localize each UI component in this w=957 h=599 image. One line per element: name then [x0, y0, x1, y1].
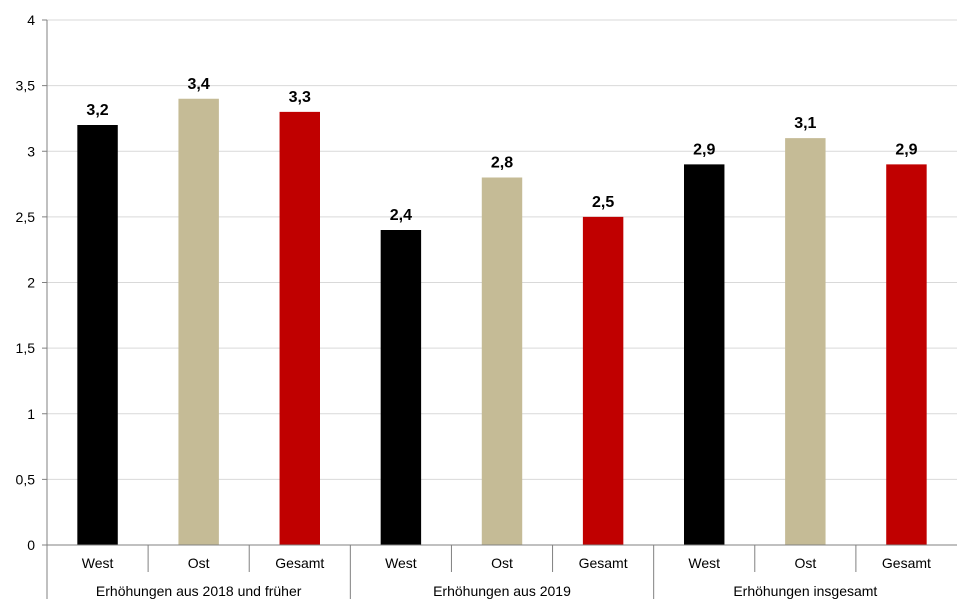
bar-gesamt — [279, 111, 320, 545]
group-label: Erhöhungen aus 2019 — [433, 583, 571, 599]
y-tick-label: 0,5 — [16, 471, 36, 487]
y-tick-label: 0 — [27, 537, 35, 553]
y-tick-label: 3,5 — [16, 78, 36, 94]
y-tick-label: 2 — [27, 275, 35, 291]
bar-gesamt — [582, 216, 624, 545]
y-tick-label: 1 — [27, 406, 35, 422]
y-axis: 0 0,5 1 1,5 2 2,5 3 3,5 4 — [16, 12, 48, 553]
data-label: 2,8 — [491, 155, 513, 172]
category-label: Gesamt — [579, 555, 628, 571]
bar-ost — [785, 138, 826, 545]
group-label: Erhöhungen insgesamt — [733, 583, 877, 599]
bar-gesamt — [886, 164, 927, 545]
category-label: West — [82, 555, 114, 571]
y-tick-label: 4 — [27, 12, 35, 28]
data-label: 3,3 — [289, 89, 311, 106]
x-axis: West Ost Gesamt Erhöhungen aus 2018 und frü… — [46, 544, 957, 599]
bar-ost — [178, 98, 219, 545]
category-label: West — [385, 555, 417, 571]
y-tick-label: 3 — [27, 143, 35, 159]
data-label: 2,4 — [390, 207, 412, 224]
category-label: Gesamt — [275, 555, 324, 571]
y-tick-label: 2,5 — [16, 209, 36, 225]
category-label: Ost — [794, 555, 816, 571]
y-tick-label: 1,5 — [16, 340, 36, 356]
bar-ost — [481, 177, 523, 545]
data-label: 2,9 — [895, 141, 917, 158]
data-labels: 3,2 3,4 3,3 2,4 2,8 2,5 2,9 3,1 2,9 — [86, 76, 917, 224]
group-label: Erhöhungen aus 2018 und früher — [96, 583, 302, 599]
data-label: 3,1 — [794, 115, 816, 132]
data-label: 2,9 — [693, 141, 715, 158]
bar-west — [77, 125, 118, 545]
bars — [77, 98, 927, 545]
data-label: 2,5 — [592, 194, 614, 211]
bar-west — [684, 164, 725, 545]
data-label: 3,4 — [188, 76, 210, 93]
category-label: Ost — [188, 555, 210, 571]
bar-west — [380, 230, 422, 545]
data-label: 3,2 — [86, 102, 108, 119]
category-label: West — [688, 555, 720, 571]
category-label: Gesamt — [882, 555, 931, 571]
category-label: Ost — [491, 555, 513, 571]
